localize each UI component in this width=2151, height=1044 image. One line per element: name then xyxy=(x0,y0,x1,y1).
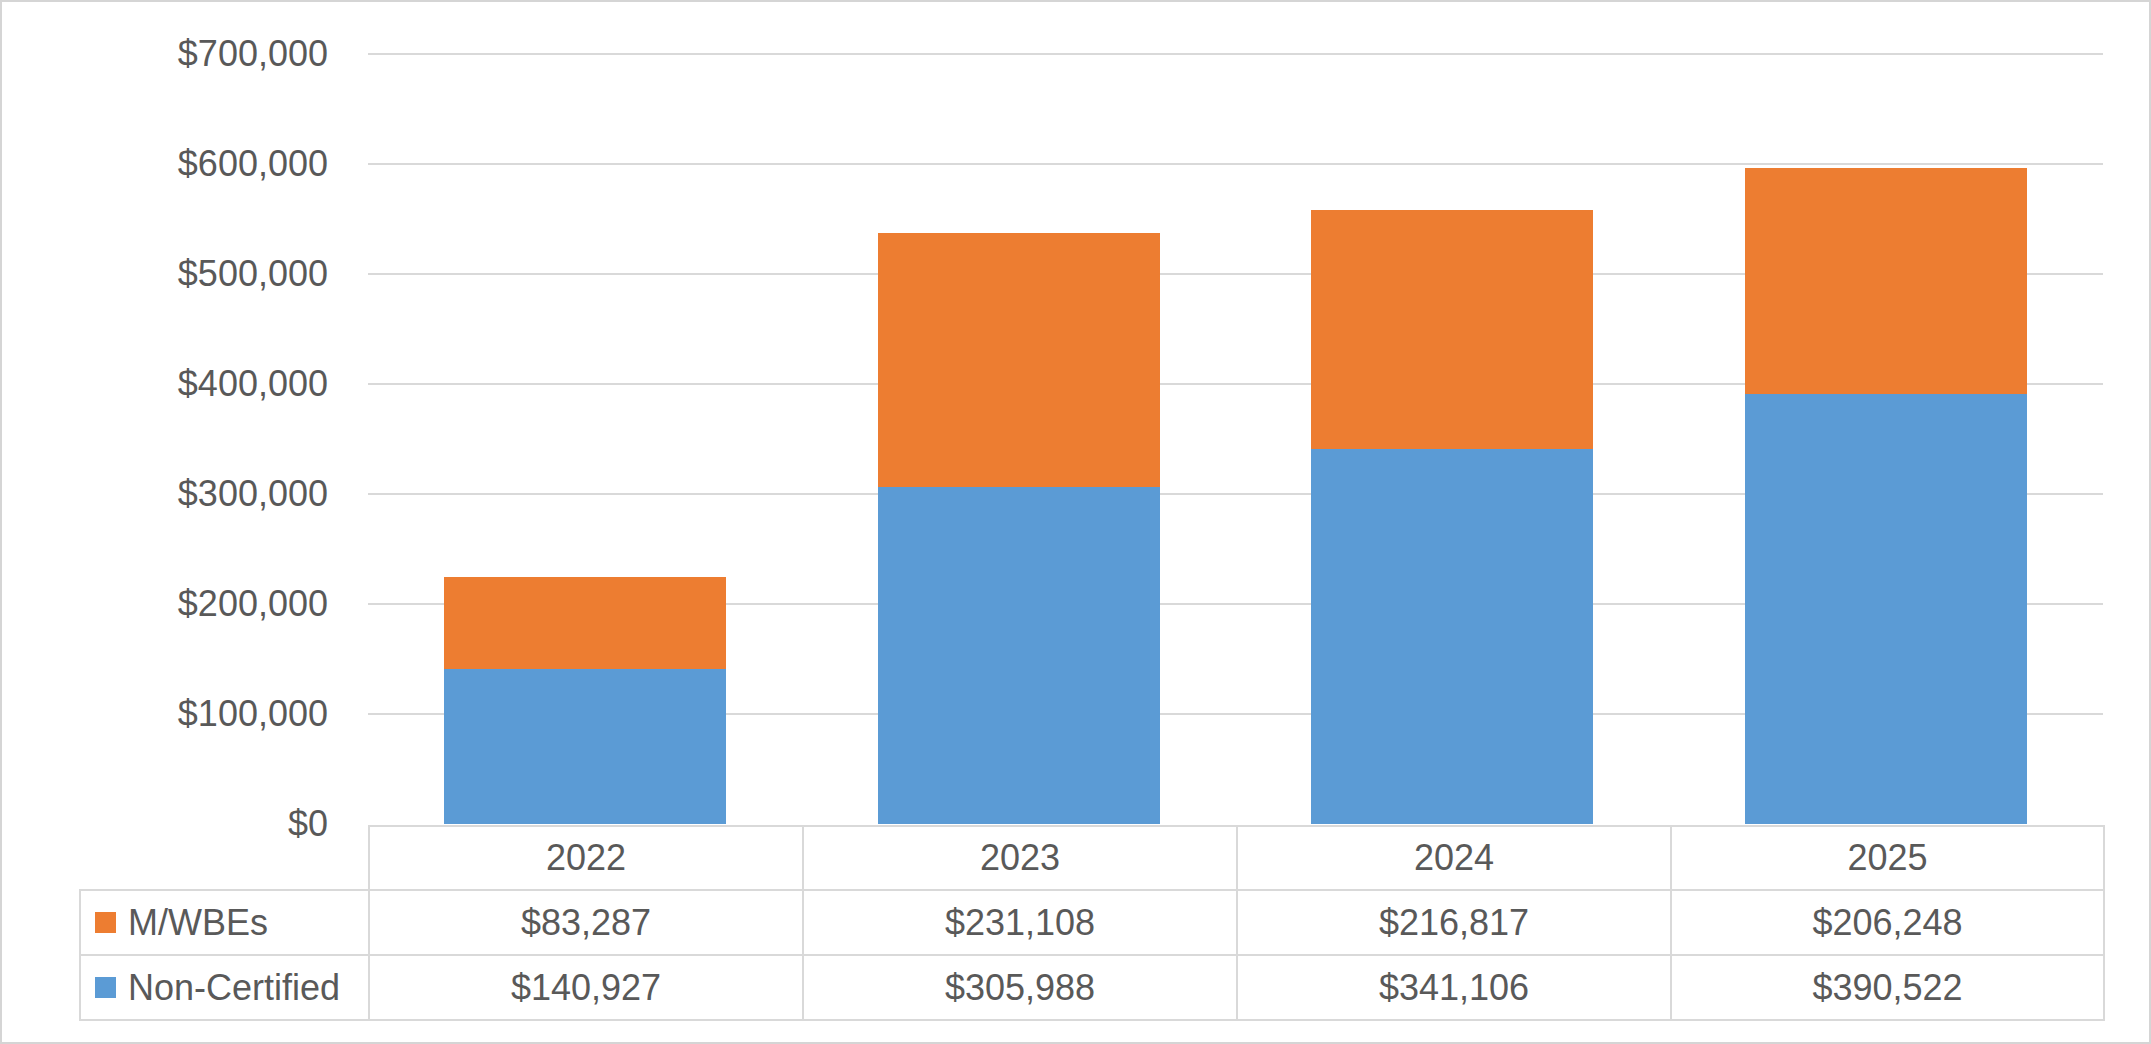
table-row-mwbes: M/WBEs $83,287 $231,108 $216,817 $206,24… xyxy=(80,890,2104,955)
year-header-2023: 2023 xyxy=(803,826,1237,890)
bar-group-2023 xyxy=(878,54,1160,824)
table-corner-cell xyxy=(80,826,369,890)
non-certified-value-2024: $341,106 xyxy=(1237,955,1671,1020)
y-axis-tick-label: $400,000 xyxy=(62,362,328,406)
data-table: 2022 2023 2024 2025 M/WBEs $83,287 $231,… xyxy=(79,825,2105,1021)
mwbes-value-2022: $83,287 xyxy=(369,890,803,955)
non-certified-value-2023: $305,988 xyxy=(803,955,1237,1020)
bar-segment-mwbes-2023 xyxy=(878,233,1160,487)
bar-segment-non-certified-2023 xyxy=(878,487,1160,824)
mwbes-value-2024: $216,817 xyxy=(1237,890,1671,955)
year-header-2025: 2025 xyxy=(1671,826,2104,890)
y-axis-tick-label: $200,000 xyxy=(62,582,328,626)
y-axis-tick-label: $100,000 xyxy=(62,692,328,736)
mwbes-legend-swatch-icon xyxy=(95,912,116,933)
non-certified-value-2025: $390,522 xyxy=(1671,955,2104,1020)
bar-segment-mwbes-2022 xyxy=(444,577,726,669)
bar-group-2024 xyxy=(1311,54,1593,824)
bar-segment-non-certified-2025 xyxy=(1745,394,2027,824)
bar-group-2022 xyxy=(444,54,726,824)
y-axis-tick-label: $300,000 xyxy=(62,472,328,516)
non-certified-legend-swatch-icon xyxy=(95,977,116,998)
bar-segment-non-certified-2022 xyxy=(444,669,726,824)
y-axis-tick-label: $600,000 xyxy=(62,142,328,186)
y-axis-tick-label: $500,000 xyxy=(62,252,328,296)
table-row-non-certified: Non-Certified $140,927 $305,988 $341,106… xyxy=(80,955,2104,1020)
bar-segment-non-certified-2024 xyxy=(1311,449,1593,824)
non-certified-legend-label: Non-Certified xyxy=(128,967,340,1009)
year-header-2024: 2024 xyxy=(1237,826,1671,890)
table-header-row: 2022 2023 2024 2025 xyxy=(80,826,2104,890)
non-certified-value-2022: $140,927 xyxy=(369,955,803,1020)
bar-group-2025 xyxy=(1745,54,2027,824)
chart-frame: $700,000 $600,000 $500,000 $400,000 $300,000… xyxy=(0,0,2151,1044)
y-axis-tick-label: $700,000 xyxy=(62,32,328,76)
year-header-2022: 2022 xyxy=(369,826,803,890)
legend-cell-non-certified: Non-Certified xyxy=(80,955,369,1020)
legend-cell-mwbes: M/WBEs xyxy=(80,890,369,955)
bar-segment-mwbes-2024 xyxy=(1311,210,1593,448)
mwbes-value-2025: $206,248 xyxy=(1671,890,2104,955)
plot-area xyxy=(368,54,2103,824)
bar-segment-mwbes-2025 xyxy=(1745,168,2027,395)
mwbes-value-2023: $231,108 xyxy=(803,890,1237,955)
mwbes-legend-label: M/WBEs xyxy=(128,902,268,944)
